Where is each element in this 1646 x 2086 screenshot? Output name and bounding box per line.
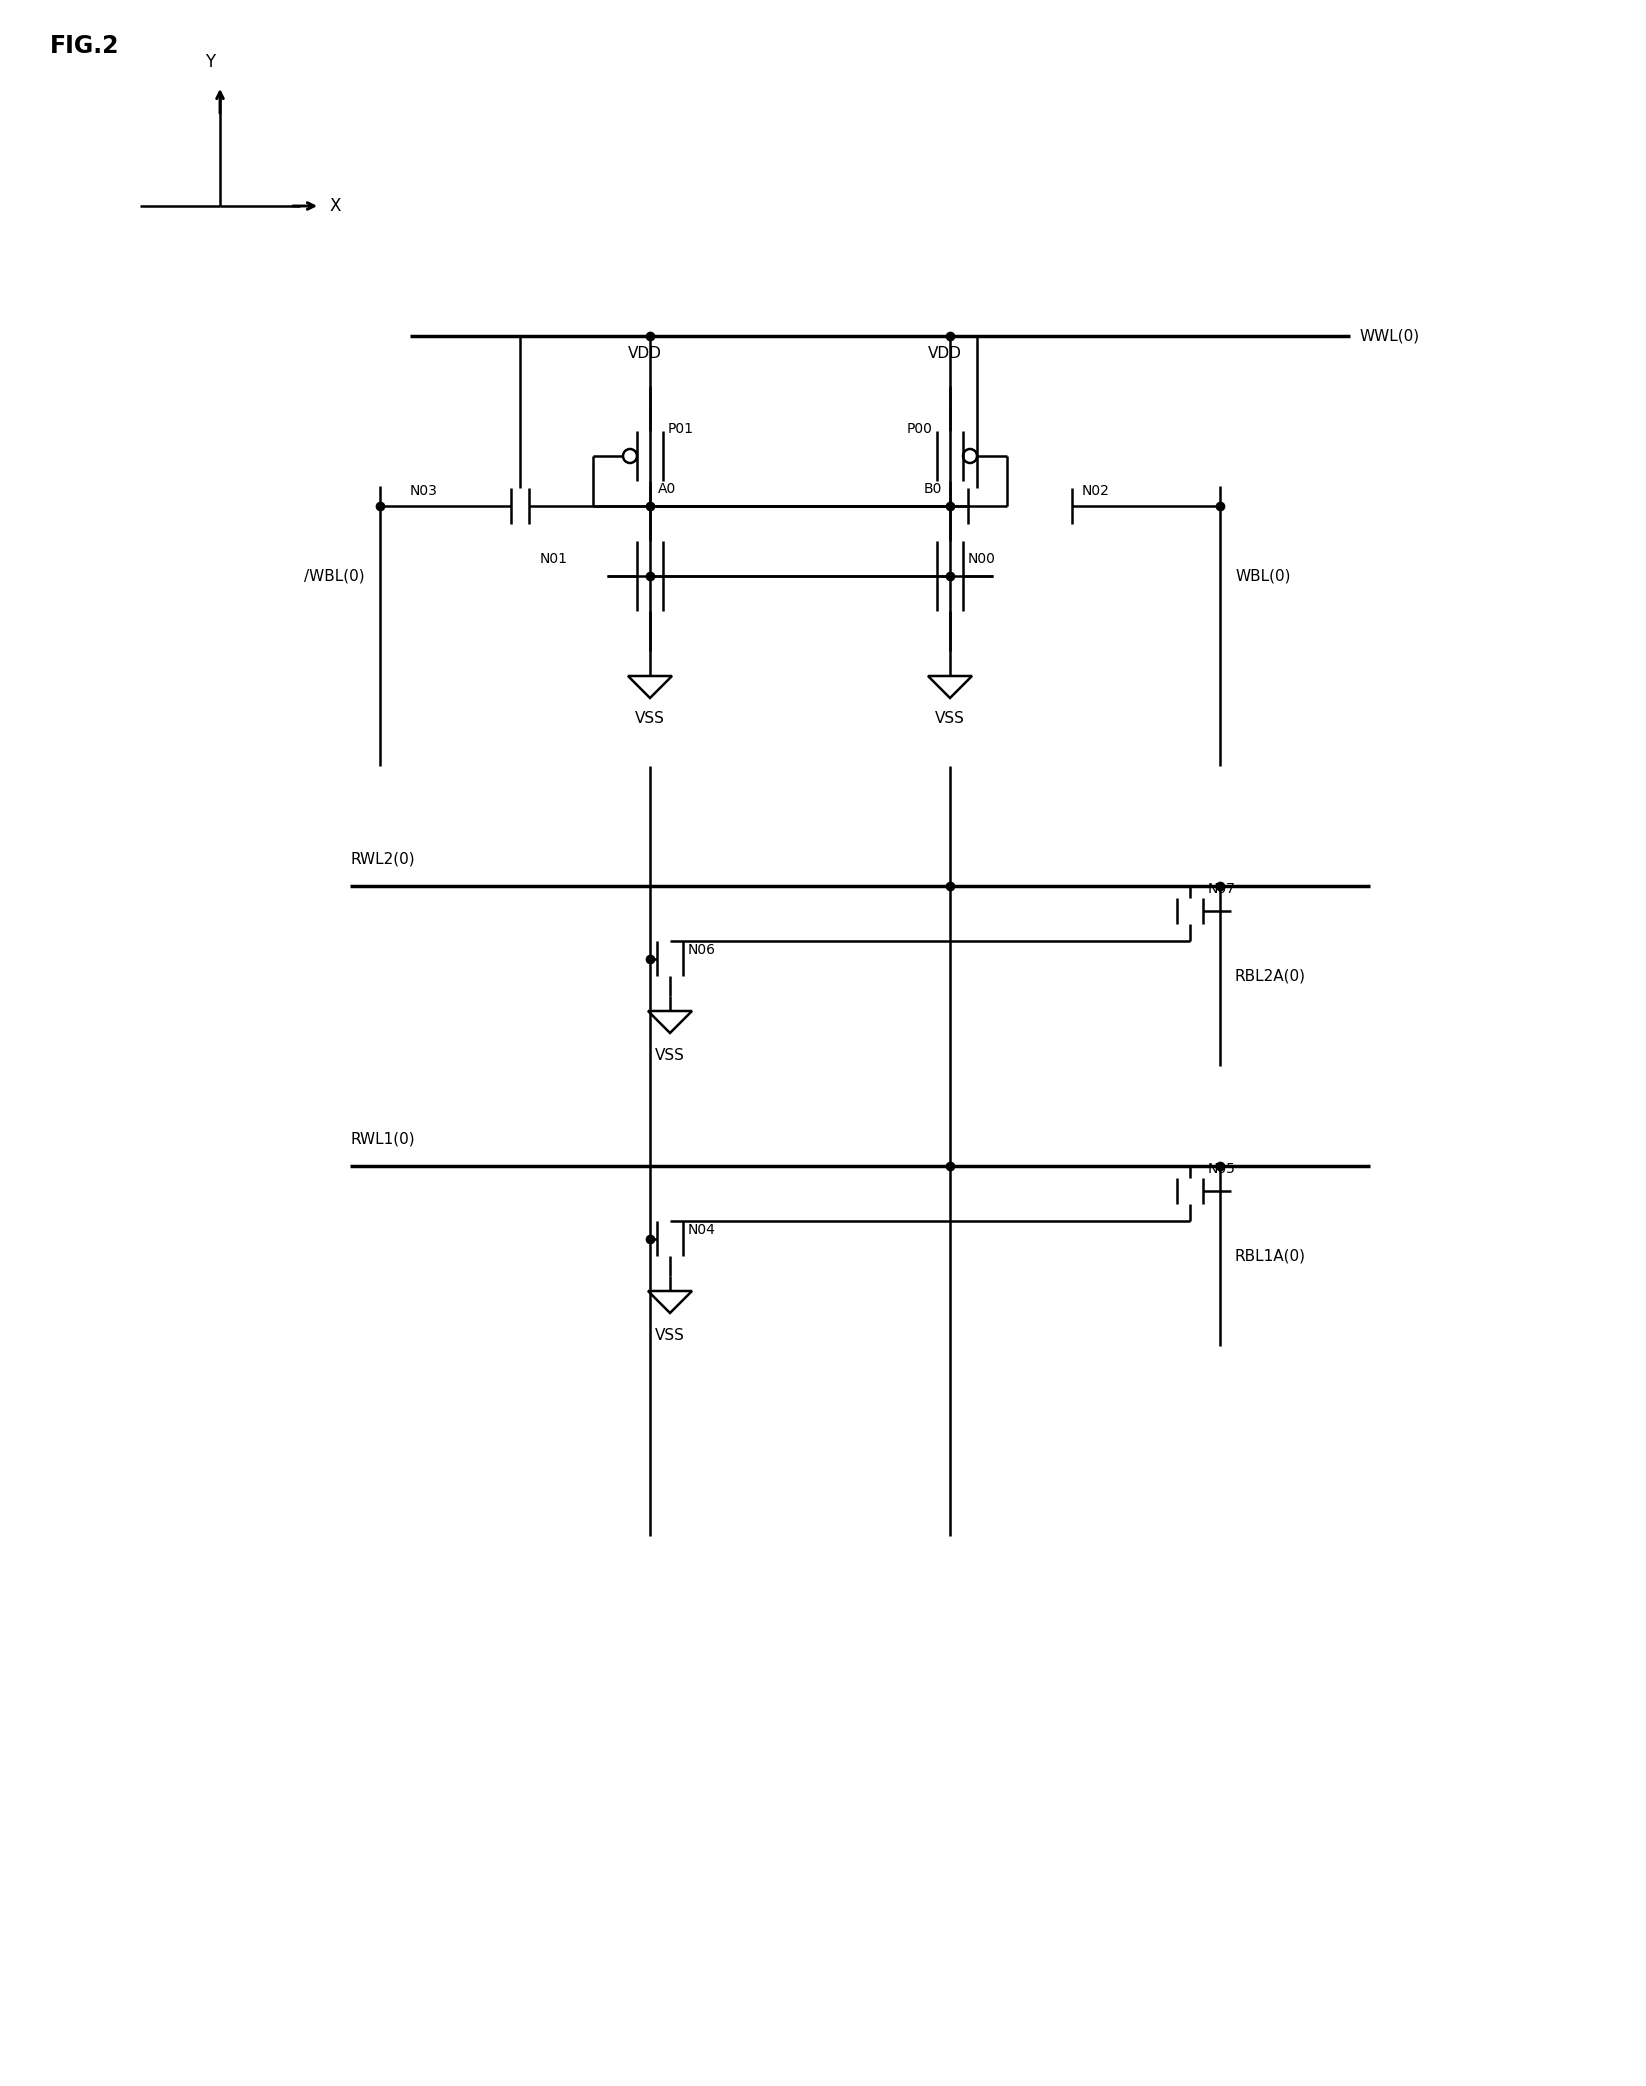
Text: RBL2A(0): RBL2A(0): [1234, 968, 1305, 983]
Text: FIG.2: FIG.2: [49, 33, 120, 58]
Text: /WBL(0): /WBL(0): [305, 569, 365, 584]
Text: VSS: VSS: [655, 1047, 685, 1064]
Text: VDD: VDD: [928, 346, 961, 361]
Text: RWL1(0): RWL1(0): [351, 1131, 415, 1145]
Text: N05: N05: [1208, 1162, 1236, 1177]
Text: VSS: VSS: [935, 711, 965, 726]
Text: VSS: VSS: [655, 1329, 685, 1343]
Text: N07: N07: [1208, 882, 1236, 897]
Text: N03: N03: [410, 484, 438, 499]
Text: X: X: [329, 196, 341, 215]
Text: VSS: VSS: [635, 711, 665, 726]
Text: N04: N04: [688, 1222, 716, 1237]
Text: A0: A0: [658, 482, 677, 496]
Text: Y: Y: [206, 52, 216, 71]
Text: N01: N01: [540, 553, 568, 565]
Text: P01: P01: [668, 421, 695, 436]
Text: WWL(0): WWL(0): [1360, 328, 1420, 344]
Text: WBL(0): WBL(0): [1234, 569, 1290, 584]
Text: P00: P00: [907, 421, 932, 436]
Text: N00: N00: [968, 553, 996, 565]
Text: N02: N02: [1081, 484, 1109, 499]
Text: VDD: VDD: [629, 346, 662, 361]
Text: B0: B0: [923, 482, 942, 496]
Text: RWL2(0): RWL2(0): [351, 851, 415, 866]
Text: RBL1A(0): RBL1A(0): [1234, 1250, 1305, 1264]
Text: N06: N06: [688, 943, 716, 957]
